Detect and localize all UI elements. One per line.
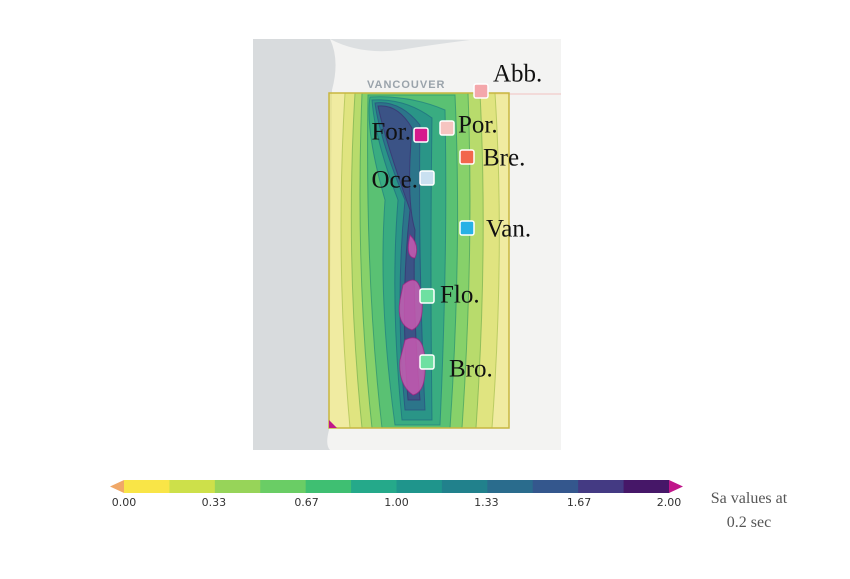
colorbar-tick-label: 1.00	[384, 496, 409, 509]
site-label: Van.	[486, 216, 531, 243]
site-label: Por.	[458, 112, 498, 139]
site-marker	[459, 149, 475, 165]
site-marker	[473, 83, 489, 99]
colorbar-segment	[623, 480, 670, 493]
contour	[399, 337, 426, 396]
corner-marker	[329, 420, 337, 428]
colorbar-tick-label: 1.67	[567, 496, 592, 509]
colorbar-tick-label: 0.67	[294, 496, 319, 509]
colorbar-title: Sa values at	[711, 490, 788, 507]
site-label: Bro.	[449, 356, 493, 383]
colorbar-segment	[578, 480, 625, 493]
colorbar-segment	[396, 480, 443, 493]
colorbar-segment	[169, 480, 216, 493]
place-label: VANCOUVER	[367, 79, 445, 91]
site-marker	[419, 288, 435, 304]
colorbar-over-arrow	[669, 480, 683, 493]
site-marker	[459, 220, 475, 236]
colorbar-segment	[351, 480, 397, 493]
colorbar-title: 0.2 sec	[727, 514, 771, 531]
colorbar-under-arrow	[110, 480, 124, 493]
site-marker	[419, 170, 435, 186]
site-label: Bre.	[483, 145, 525, 172]
contour	[407, 233, 418, 259]
sites: Abb. Por. Bre. For. Oce. Van. Flo. Bro.	[371, 61, 542, 383]
colorbar-segment	[532, 480, 579, 493]
colorbar-segment	[260, 480, 307, 493]
hazard-contours	[328, 92, 510, 429]
colorbar-segment	[441, 480, 488, 493]
site-marker	[439, 120, 455, 136]
site-marker	[419, 354, 435, 370]
map-sea	[253, 39, 336, 450]
map: VANCOUVER	[253, 39, 561, 450]
colorbar-tick-label: 2.00	[657, 496, 682, 509]
site-marker	[413, 127, 429, 143]
site-label: Oce.	[372, 167, 419, 194]
colorbar-segment	[214, 480, 261, 493]
contour	[398, 279, 423, 331]
grid-boundary	[328, 92, 510, 429]
colorbar-tick-label: 0.00	[112, 496, 137, 509]
colorbar-tick-label: 0.33	[202, 496, 227, 509]
site-label: For.	[371, 119, 411, 146]
colorbar: Sa values at 0.2 sec 0.00 0.33 0.67 1.00 1.3…	[110, 480, 788, 531]
colorbar-segment	[487, 480, 534, 493]
colorbar-segment	[124, 480, 170, 493]
colorbar-tick-label: 1.33	[474, 496, 499, 509]
colorbar-segment	[305, 480, 352, 493]
site-label: Abb.	[493, 61, 542, 88]
map-sea	[330, 39, 470, 52]
site-label: Flo.	[440, 282, 480, 309]
